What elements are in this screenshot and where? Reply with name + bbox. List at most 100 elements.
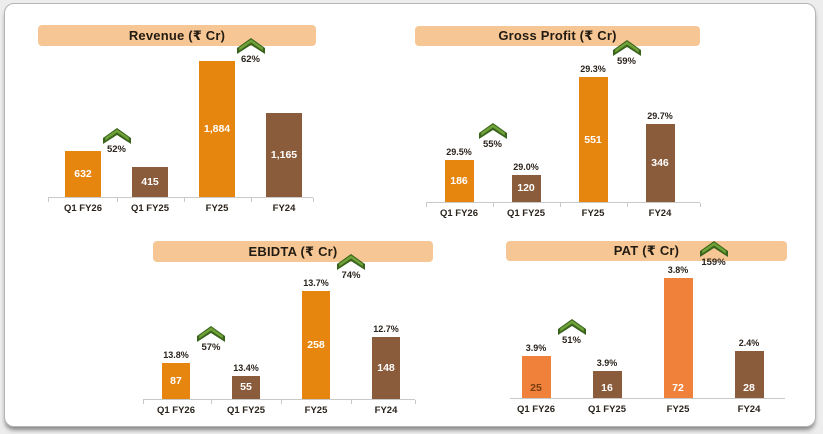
x-axis-category-label: Q1 FY25	[506, 208, 546, 219]
growth-percent-label: 74%	[341, 270, 361, 281]
growth-arrow: 52%	[92, 128, 142, 155]
bar-value-label: 25	[530, 382, 542, 394]
bar-value-label: 1,165	[270, 148, 298, 161]
bar-fy24	[266, 112, 302, 197]
x-axis-category-label: FY25	[205, 203, 229, 214]
ebidta-chart-panel: EBIDTA (₹ Cr) 87 13.8% Q1 FY26 55 13.4% Q1 FY…	[123, 232, 488, 432]
x-axis-category-label: FY24	[737, 404, 761, 415]
growth-percent-label: 51%	[561, 335, 581, 347]
bar-value-label: 87	[170, 374, 182, 387]
bar-q1-fy25	[592, 371, 622, 398]
x-axis-category-label: FY24	[272, 203, 296, 214]
x-axis-tick	[250, 198, 252, 202]
growth-arrow: 51%	[547, 319, 597, 346]
x-axis-category-label: Q1 FY25	[587, 404, 627, 415]
x-axis-category-label: Q1 FY26	[439, 208, 479, 219]
bar-value-label: 346	[651, 156, 669, 169]
bar-q1-fy25	[232, 375, 260, 399]
x-axis-tick	[48, 198, 49, 202]
x-axis-tick	[351, 400, 352, 404]
growth-chevron-up-icon	[612, 40, 641, 56]
bar-fy25	[578, 77, 608, 202]
growth-arrow: 74%	[326, 254, 376, 281]
ebidta-chart-plot: 87 13.8% Q1 FY26 55 13.4% Q1 FY25 258 13.7% FY25…	[123, 232, 488, 432]
x-axis-tick	[211, 400, 212, 404]
x-axis-tick	[281, 400, 282, 404]
x-axis-category-label: Q1 FY25	[226, 405, 266, 416]
bar-percent-label: 3.8%	[667, 265, 689, 275]
bar-value-label: 415	[141, 176, 159, 189]
growth-percent-label: 55%	[482, 138, 502, 150]
bar-value-label: 632	[74, 168, 92, 181]
bar-percent-label: 12.7%	[373, 324, 399, 335]
x-axis-tick	[415, 400, 416, 404]
growth-chevron-up-icon	[557, 319, 586, 336]
bar-percent-label: 3.9%	[525, 343, 547, 354]
bar-q1-fy25	[511, 174, 541, 202]
bar-percent-label: 3.9%	[596, 358, 618, 369]
gross-profit-chart-plot: 186 29.5% Q1 FY26 120 29.0% Q1 FY25 551 29.3% FY…	[410, 12, 820, 224]
bar-q1-fy26	[162, 362, 190, 399]
x-axis-tick	[559, 203, 561, 207]
bar-fy25	[199, 61, 235, 197]
bar-value-label: 1,884	[203, 123, 231, 135]
growth-arrow: 57%	[186, 325, 236, 353]
bar-q1-fy25	[132, 167, 168, 197]
growth-percent-label: 62%	[240, 54, 260, 65]
gross-profit-chart-title: Gross Profit (₹ Cr)	[415, 26, 700, 46]
growth-chevron-up-icon	[236, 38, 265, 54]
x-axis-category-label: Q1 FY26	[63, 203, 103, 214]
x-axis-line	[143, 399, 415, 400]
bar-value-label: 186	[450, 174, 468, 187]
x-axis-category-label: FY25	[581, 208, 605, 219]
x-axis-tick	[183, 198, 185, 202]
bar-percent-label: 29.5%	[446, 146, 472, 157]
growth-chevron-up-icon	[337, 254, 365, 270]
x-axis-category-label: FY24	[648, 208, 672, 219]
bar-value-label: 16	[601, 382, 613, 394]
growth-percent-label: 52%	[106, 144, 126, 156]
growth-chevron-up-icon	[102, 128, 131, 145]
growth-chevron-up-icon	[699, 241, 728, 257]
growth-percent-label: 159%	[701, 257, 726, 268]
bar-q1-fy26	[444, 159, 474, 202]
growth-arrow: 55%	[468, 122, 518, 150]
x-axis-line	[48, 197, 313, 198]
bar-percent-label: 29.7%	[647, 110, 673, 121]
growth-arrow: 159%	[689, 241, 739, 268]
revenue-chart-panel: Revenue (₹ Cr) 632 Q1 FY26 415 Q1 FY25 1,884…	[13, 12, 405, 224]
x-axis-category-label: FY24	[374, 405, 398, 416]
pat-chart-panel: PAT (₹ Cr) 25 3.9% Q1 FY26 16 3.9% Q1 FY25 72 3…	[488, 232, 823, 432]
bar-percent-label: 29.0%	[513, 161, 539, 172]
growth-percent-label: 59%	[616, 56, 636, 67]
bar-percent-label: 13.8%	[163, 349, 189, 360]
x-axis-line	[426, 202, 700, 203]
bar-q1-fy26	[521, 356, 551, 398]
x-axis-category-label: Q1 FY25	[130, 203, 170, 214]
x-axis-tick	[426, 203, 427, 207]
pat-chart-plot: 25 3.9% Q1 FY26 16 3.9% Q1 FY25 72 3.8% FY25 28 2.…	[488, 232, 823, 432]
growth-arrow: 62%	[226, 38, 276, 65]
bar-value-label: 258	[307, 339, 325, 351]
bar-percent-label: 29.3%	[580, 64, 606, 74]
bar-value-label: 55	[240, 381, 252, 394]
x-axis-category-label: Q1 FY26	[516, 404, 556, 415]
bar-q1-fy26	[65, 151, 101, 197]
bar-value-label: 72	[672, 382, 684, 394]
growth-percent-label: 57%	[201, 341, 221, 353]
x-axis-tick	[492, 203, 494, 207]
bar-fy24	[734, 351, 764, 398]
x-axis-tick	[313, 198, 314, 202]
growth-arrow: 59%	[602, 40, 652, 67]
x-axis-tick	[116, 198, 118, 202]
bar-value-label: 28	[743, 382, 755, 394]
x-axis-line	[510, 398, 785, 399]
growth-chevron-up-icon	[478, 122, 507, 139]
revenue-chart-plot: 632 Q1 FY26 415 Q1 FY25 1,884 FY25 1,165 FY24 52…	[13, 12, 405, 224]
ebidta-chart-title: EBIDTA (₹ Cr)	[153, 241, 433, 262]
bar-value-label: 120	[517, 182, 535, 195]
bar-percent-label: 13.4%	[233, 362, 259, 373]
x-axis-tick	[626, 203, 628, 207]
x-axis-category-label: FY25	[304, 405, 328, 416]
bar-value-label: 551	[584, 133, 602, 146]
